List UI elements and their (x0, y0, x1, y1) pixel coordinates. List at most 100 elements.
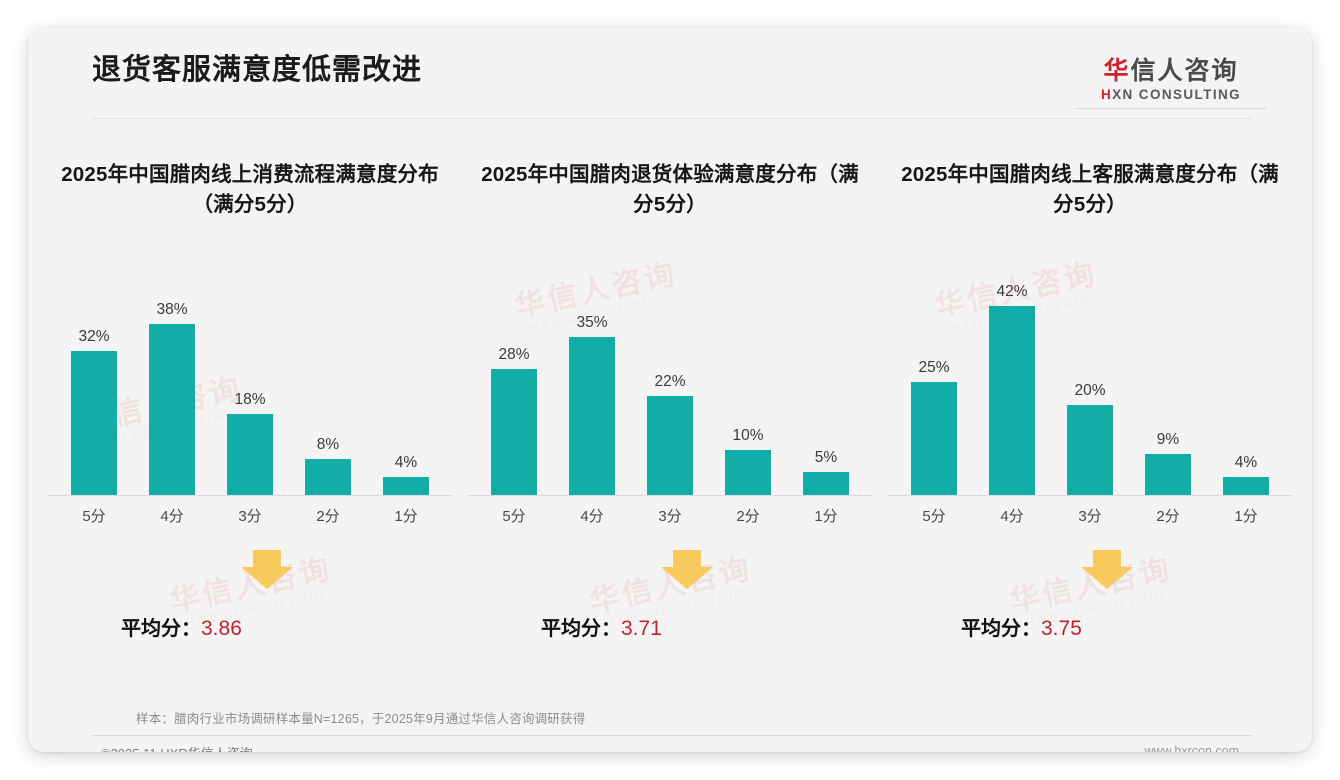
bar-value-label: 9% (1156, 431, 1180, 448)
average-score-value: 3.75 (1041, 617, 1082, 640)
chart-panel-return-experience: 2025年中国腊肉退货体验满意度分布（满分5分） 华信人咨询 HXN CONSU… (460, 160, 880, 670)
chart-title: 2025年中国腊肉线上消费流程满意度分布（满分5分） (61, 163, 439, 216)
bar (803, 472, 849, 495)
footer-divider (92, 735, 1252, 736)
average-score: 平均分：3.86 (55, 612, 445, 641)
x-tick-label: 4分 (580, 508, 604, 525)
logo-en-rest: XN CONSULTING (1112, 87, 1242, 103)
bar (911, 382, 957, 495)
x-axis-tick-labels: 5分 4分 3分 2分 1分 (55, 505, 445, 526)
chart-title: 2025年中国腊肉线上客服满意度分布（满分5分） (901, 163, 1279, 216)
website-url[interactable]: www.hxrcon.com (1144, 744, 1239, 752)
down-arrow-wrap (475, 550, 865, 596)
panel-row: 2025年中国腊肉线上消费流程满意度分布（满分5分） 华信人咨询 HXN CON… (40, 160, 1300, 670)
average-score: 平均分：3.71 (475, 612, 865, 641)
company-logo: 华信人咨询 HXN CONSULTING (1076, 58, 1266, 110)
logo-rest-chars: 信人咨询 (1130, 57, 1239, 85)
bar-value-label: 8% (316, 436, 340, 453)
x-axis-line (887, 495, 1293, 496)
chart-panel-consumption-flow: 2025年中国腊肉线上消费流程满意度分布（满分5分） 华信人咨询 HXN CON… (40, 160, 460, 670)
arrow-shaft (253, 550, 281, 568)
bar (1145, 454, 1191, 495)
bar-value-label: 42% (996, 283, 1028, 300)
x-axis-tick-labels: 5分 4分 3分 2分 1分 (895, 505, 1285, 526)
average-score-value: 3.71 (621, 617, 662, 640)
bar-value-label: 18% (234, 391, 266, 408)
logo-en-accent: H (1100, 87, 1113, 103)
bar-value-label: 38% (156, 301, 188, 318)
bar-value-label: 4% (1234, 454, 1258, 471)
x-tick-label: 1分 (394, 508, 418, 525)
bar-column: 42% (981, 265, 1043, 495)
bar-column: 4% (375, 265, 437, 495)
arrow-head (661, 567, 713, 589)
x-tick-label: 3分 (1078, 508, 1102, 525)
slide-canvas: 退货客服满意度低需改进 华信人咨询 HXN CONSULTING 2025年中国… (28, 28, 1312, 752)
bar (305, 459, 351, 495)
average-score: 平均分：3.75 (895, 612, 1285, 641)
bar-value-label: 4% (394, 454, 418, 471)
bar-value-label: 20% (1074, 382, 1106, 399)
bar-value-label: 35% (576, 314, 608, 331)
bar (1067, 405, 1113, 495)
logo-chinese-text: 华信人咨询 (1076, 58, 1266, 84)
x-axis-line (47, 495, 453, 496)
bar (491, 369, 537, 495)
page-title: 退货客服满意度低需改进 (92, 54, 423, 86)
bar-column: 20% (1059, 265, 1121, 495)
bar-column: 9% (1137, 265, 1199, 495)
bar-column: 28% (483, 265, 545, 495)
arrow-shaft (673, 550, 701, 568)
bar (227, 414, 273, 495)
x-tick-label: 1分 (814, 508, 838, 525)
chart-title: 2025年中国腊肉退货体验满意度分布（满分5分） (481, 163, 859, 216)
x-axis-tick-labels: 5分 4分 3分 2分 1分 (475, 505, 865, 526)
average-score-label: 平均分： (121, 618, 201, 640)
x-tick-label: 4分 (1000, 508, 1024, 525)
arrow-head (241, 567, 293, 589)
bar-column: 8% (297, 265, 359, 495)
bar (71, 351, 117, 495)
bar-value-label: 22% (654, 373, 686, 390)
bar-column: 18% (219, 265, 281, 495)
bar (383, 477, 429, 495)
bar-column: 35% (561, 265, 623, 495)
x-tick-label: 4分 (160, 508, 184, 525)
bar-chart: 28% 35% 22% 10% (467, 265, 873, 526)
x-tick-label: 2分 (316, 508, 340, 525)
bar-column: 22% (639, 265, 701, 495)
x-tick-label: 1分 (1234, 508, 1258, 525)
bar (647, 396, 693, 495)
x-tick-label: 3分 (238, 508, 262, 525)
bar-value-label: 5% (814, 449, 838, 466)
slide-header: 退货客服满意度低需改进 (28, 28, 1312, 119)
bar-column: 5% (795, 265, 857, 495)
down-arrow-wrap (55, 550, 445, 596)
bar (149, 324, 195, 495)
bar (1223, 477, 1269, 495)
bar (569, 337, 615, 495)
x-tick-label: 2分 (1156, 508, 1180, 525)
x-tick-label: 5分 (502, 508, 526, 525)
logo-english-text: HXN CONSULTING (1076, 87, 1266, 102)
bar-column: 32% (63, 265, 125, 495)
bar-value-label: 10% (732, 427, 764, 444)
bar-plot-area: 28% 35% 22% 10% (475, 265, 865, 495)
bar-chart: 25% 42% 20% 9% (887, 265, 1293, 526)
header-divider (92, 118, 1252, 119)
logo-accent-char: 华 (1103, 57, 1131, 85)
bar-column: 10% (717, 265, 779, 495)
logo-underline (1076, 108, 1266, 110)
down-arrow-wrap (895, 550, 1285, 596)
copyright-text: ©2025.11 HXR华信人咨询 (101, 743, 253, 752)
bar-value-label: 25% (918, 359, 950, 376)
bar-column: 38% (141, 265, 203, 495)
x-tick-label: 3分 (658, 508, 682, 525)
average-score-label: 平均分： (541, 618, 621, 640)
bar (989, 306, 1035, 495)
arrow-shaft (1093, 550, 1121, 568)
x-tick-label: 5分 (922, 508, 946, 525)
bar-plot-area: 25% 42% 20% 9% (895, 265, 1285, 495)
x-axis-line (467, 495, 873, 496)
average-score-value: 3.86 (201, 617, 242, 640)
